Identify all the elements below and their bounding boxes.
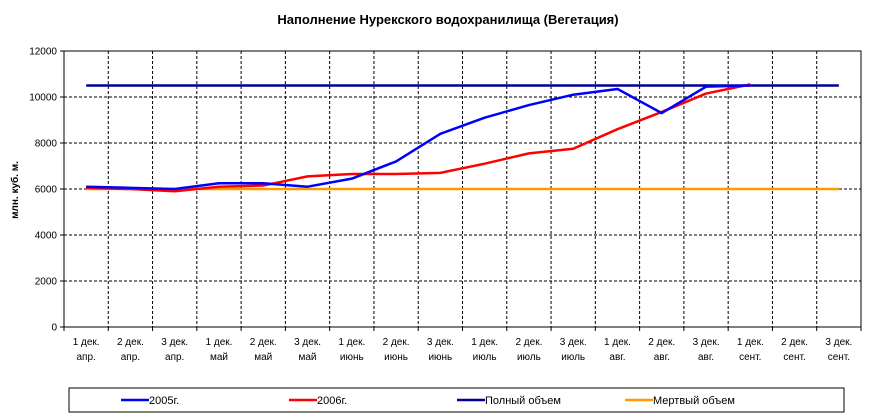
x-tick-label: 3 дек. xyxy=(693,337,720,348)
x-tick-label: 3 дек. xyxy=(825,337,852,348)
x-tick-label: 2 дек. xyxy=(117,337,144,348)
x-tick-label: июль xyxy=(561,352,585,363)
x-tick-label: 2 дек. xyxy=(781,337,808,348)
x-tick-label: 1 дек. xyxy=(471,337,498,348)
x-tick-label: 1 дек. xyxy=(604,337,631,348)
y-tick-label: 4000 xyxy=(35,231,58,242)
x-tick-label: июнь xyxy=(340,352,364,363)
x-tick-label: 2 дек. xyxy=(250,337,277,348)
x-tick-label: 2 дек. xyxy=(648,337,675,348)
chart-title: Наполнение Нурекского водохранилища (Вег… xyxy=(277,12,618,27)
legend-label: 2005г. xyxy=(149,395,179,407)
x-tick-label: 2 дек. xyxy=(515,337,542,348)
y-tick-label: 6000 xyxy=(35,185,58,196)
x-tick-label: авг. xyxy=(698,352,714,363)
x-tick-label: 1 дек. xyxy=(73,337,100,348)
x-tick-label: май xyxy=(210,352,228,363)
x-tick-label: 2 дек. xyxy=(383,337,410,348)
x-tick-label: авг. xyxy=(609,352,625,363)
x-tick-label: июнь xyxy=(384,352,408,363)
x-tick-label: 3 дек. xyxy=(427,337,454,348)
legend: 2005г. 2006г. Полный объем Мертвый объем xyxy=(68,387,845,413)
y-tick-label: 0 xyxy=(51,323,57,334)
x-tick-label: сент. xyxy=(739,352,761,363)
x-tick-label: апр. xyxy=(121,352,140,363)
x-tick-label: апр. xyxy=(76,352,95,363)
legend-label: 2006г. xyxy=(317,395,347,407)
x-tick-label: 1 дек. xyxy=(737,337,764,348)
x-tick-label: сент. xyxy=(828,352,850,363)
y-tick-label: 2000 xyxy=(35,277,58,288)
x-tick-label: май xyxy=(299,352,317,363)
y-tick-label: 12000 xyxy=(29,47,57,58)
axes: 0 2000 4000 6000 8000 10000 12000 1 дек. апр. 2 д… xyxy=(29,47,862,363)
x-tick-label: май xyxy=(254,352,272,363)
series-lines xyxy=(86,83,839,193)
y-tick-label: 8000 xyxy=(35,139,58,150)
x-tick-label: июль xyxy=(517,352,541,363)
x-tick-label: 3 дек. xyxy=(294,337,321,348)
legend-box xyxy=(68,387,845,413)
x-tick-label: авг. xyxy=(654,352,670,363)
x-tick-label: апр. xyxy=(165,352,184,363)
legend-label: Мертвый объем xyxy=(653,395,735,407)
series-line-1 xyxy=(86,84,751,191)
y-tick-label: 10000 xyxy=(29,93,57,104)
x-tick-label: сент. xyxy=(783,352,805,363)
legend-label: Полный объем xyxy=(485,395,561,407)
x-tick-label: июнь xyxy=(428,352,452,363)
x-tick-label: 1 дек. xyxy=(206,337,233,348)
y-axis-label: млн. куб. м. xyxy=(9,161,21,219)
x-tick-label: 1 дек. xyxy=(338,337,365,348)
x-tick-label: 3 дек. xyxy=(161,337,188,348)
series-line-2 xyxy=(86,83,751,193)
x-tick-label: июль xyxy=(473,352,497,363)
x-tick-label: 3 дек. xyxy=(560,337,587,348)
